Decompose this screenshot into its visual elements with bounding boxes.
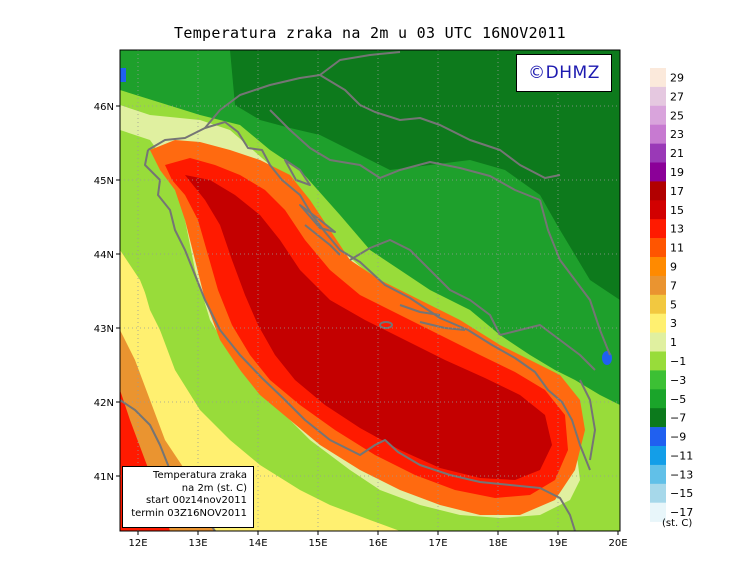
coastline-italy [144,149,576,531]
border-hungary [319,74,561,179]
border-bih-south [349,239,501,336]
lat-label: 43N [94,324,114,335]
colorbar-swatch [650,332,666,352]
lon-label: 19E [548,538,567,549]
border-albania [579,379,596,461]
lat-label: 46N [94,102,114,113]
colorbar-label: 1 [670,336,677,349]
colorbar-label: 3 [670,317,677,330]
border-serbia [539,199,611,356]
land-dark-green-ne [230,50,620,300]
island-pag [299,204,336,233]
border-montenegro [499,324,596,371]
colorbar-swatch [650,389,666,409]
colorbar-label: 17 [670,185,684,198]
colorbar-swatch [650,427,666,447]
colorbar-swatch [650,464,666,485]
lon-label: 13E [188,538,207,549]
colorbar-label: 29 [670,72,684,85]
colorbar-label: −13 [670,468,693,481]
colorbar-swatch [650,143,666,163]
lon-label: 15E [308,538,327,549]
coastline-croatia [147,121,591,471]
colorbar-label: −1 [670,355,686,368]
map-title: Temperatura zraka na 2m u 03 UTC 16NOV20… [174,24,566,42]
lon-label: 18E [488,538,507,549]
colorbar-swatch [650,162,666,182]
border-slovenia [204,74,321,129]
lat-label: 44N [94,250,114,261]
colorbar-label: 13 [670,223,684,236]
colorbar-label: −17 [670,506,693,519]
colorbar-unit: (st. C) [662,518,693,529]
colorbar: 29 27 25 23 21 19 17 15 13 11 9 7 5 3 1 −1 −3 −5 −7 −9 −11 −1… [650,68,693,522]
island-dugi [304,224,341,256]
info-line: termin 03Z16NOV2011 [131,507,247,519]
border-north [319,51,401,76]
colorbar-swatch [650,483,666,503]
colorbar-swatch [650,502,666,522]
colorbar-swatch [650,370,666,390]
lon-label: 20E [608,538,627,549]
island-vis [379,321,393,329]
colorbar-swatch [650,68,666,88]
colorbar-label: −5 [670,393,686,406]
info-line: na 2m (st. C) [181,482,247,494]
colorbar-label: −3 [670,374,686,387]
lon-label: 17E [428,538,447,549]
sea-dark-red [185,175,552,480]
colorbar-label: 9 [670,260,677,273]
dhmz-logo: ©DHMZ [516,54,612,92]
lat-label: 42N [94,398,114,409]
island-krk [284,159,311,186]
colorbar-label: 15 [670,204,684,217]
colorbar-swatch [650,219,666,239]
land-yellow-italy [120,250,400,531]
lon-label: 16E [368,538,387,549]
colorbar-swatch [650,181,666,201]
colorbar-label: 19 [670,166,684,179]
colorbar-swatch [650,351,666,371]
colorbar-swatch [650,105,666,125]
island-hvar [399,304,441,316]
lat-label: 41N [94,472,114,483]
lon-label: 14E [248,538,267,549]
border-bosnia [269,109,541,201]
colorbar-swatch [650,238,666,258]
colorbar-label: −11 [670,449,693,462]
colorbar-label: 7 [670,279,677,292]
lon-label: 12E [128,538,147,549]
info-box: Temperatura zraka na 2m (st. C) start 00… [122,466,254,528]
colorbar-label: 25 [670,109,684,122]
info-line: Temperatura zraka [153,470,247,481]
colorbar-swatch [650,313,666,333]
colorbar-swatch [650,275,666,296]
axis-ticks [116,105,619,535]
land-lightgreen-italy [130,230,175,340]
coastlines [120,51,611,531]
colorbar-label: −15 [670,487,693,500]
cold-spot-se [602,351,612,365]
info-line: start 00z14nov2011 [146,495,247,506]
colorbar-swatch [650,257,666,277]
map-frame [119,49,621,532]
colorbar-label: 11 [670,242,684,255]
colorbar-swatch [650,408,666,428]
colorbar-swatch [650,200,666,220]
colorbar-label: 21 [670,147,684,160]
colorbar-swatch [650,86,666,107]
cold-spot-nw [120,68,126,82]
lat-label: 45N [94,176,114,187]
colorbar-label: 5 [670,298,677,311]
colorbar-swatch [650,124,666,144]
colorbar-swatch [650,294,666,314]
colorbar-label: −7 [670,412,686,425]
colorbar-label: −9 [670,431,686,444]
colorbar-label: 23 [670,128,684,141]
colorbar-label: 27 [670,90,684,103]
map-field [120,50,620,531]
colorbar-swatch [650,446,666,466]
graticule [120,50,620,531]
